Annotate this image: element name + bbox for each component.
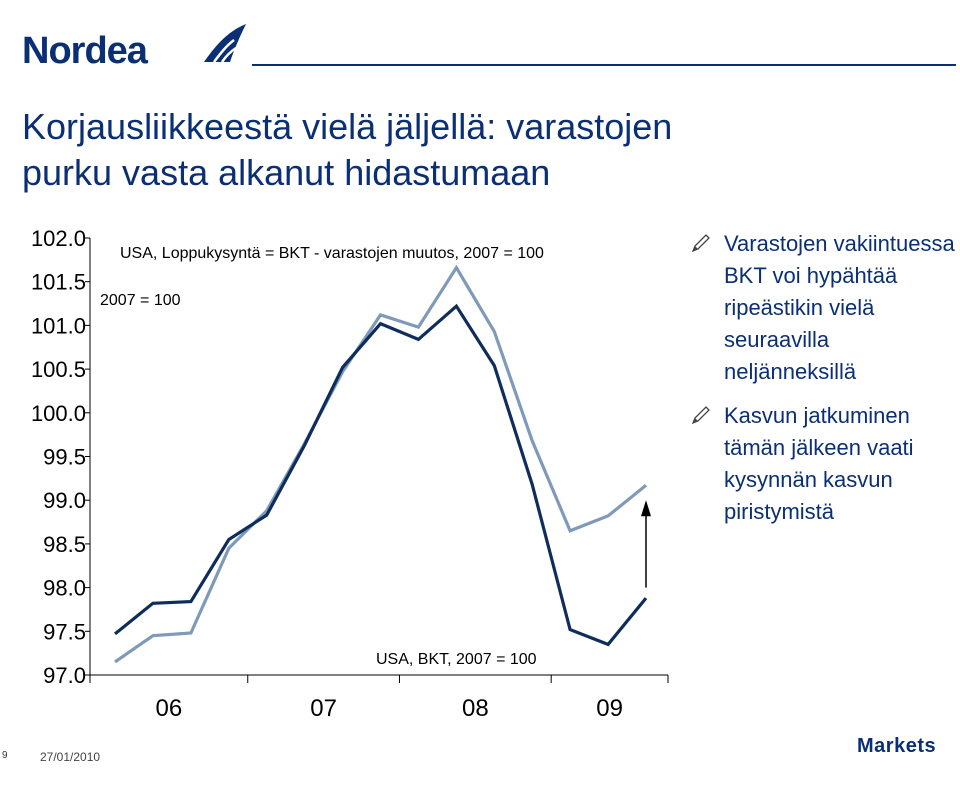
header-rule (252, 64, 956, 66)
bullet-text: Kasvun jatkuminen tämän jälkeen vaati ky… (724, 403, 914, 524)
x-tick-label: 07 (310, 695, 337, 722)
x-axis-ticks: 06 07 08 09 (89, 675, 669, 722)
x-tick-label: 08 (462, 695, 489, 722)
series-line-final-demand (114, 264, 648, 664)
y-tick-label: 102.0 (31, 226, 86, 251)
page-number: 9 (2, 750, 8, 761)
y-tick-label: 99.5 (43, 445, 86, 470)
nordea-logo: Nordea (22, 22, 246, 74)
arrow-head (641, 500, 651, 517)
y-axis-unit-label: 2007 = 100 (100, 292, 181, 309)
y-tick-label: 98.0 (43, 576, 86, 601)
y-axis-ticks: 102.0 101.5 101.0 100.5 100.0 99.5 99.0 98.5 98.… (31, 226, 90, 688)
series-label-final-demand: USA, Loppukysyntä = BKT - varastojen muu… (120, 245, 544, 262)
slide-title: Korjausliikkeestä vielä jäljellä: varast… (22, 104, 902, 196)
bullet-item: Kasvun jatkuminen tämän jälkeen vaati ky… (690, 400, 955, 528)
y-tick-label: 101.0 (31, 313, 86, 338)
pen-icon (691, 234, 710, 253)
x-tick-label: 06 (156, 695, 183, 722)
series-line-gdp (113, 303, 648, 647)
series-label-gdp: USA, BKT, 2007 = 100 (376, 651, 537, 668)
series-layer (113, 264, 648, 664)
x-tick-label: 09 (596, 695, 623, 722)
title-line-1: Korjausliikkeestä vielä jäljellä: varast… (22, 106, 673, 147)
sail-logo-icon (204, 24, 246, 63)
pen-icon (691, 406, 710, 425)
y-tick-label: 100.0 (31, 401, 86, 426)
annotation-layer (641, 500, 651, 588)
y-tick-label: 99.0 (43, 488, 86, 513)
y-tick-label: 100.5 (31, 357, 86, 382)
y-tick-label: 98.5 (43, 532, 86, 557)
y-tick-label: 101.5 (31, 270, 86, 295)
bullet-list: Varastojen vakiintuessa BKT voi hypähtää… (690, 228, 955, 540)
y-tick-label: 97.0 (43, 663, 86, 688)
title-line-2: purku vasta alkanut hidastumaan (22, 152, 551, 193)
y-tick-label: 97.5 (43, 619, 86, 644)
bullet-item: Varastojen vakiintuessa BKT voi hypähtää… (690, 228, 955, 388)
logo-wordmark: Nordea (22, 30, 148, 72)
bullet-text: Varastojen vakiintuessa BKT voi hypähtää… (724, 231, 955, 384)
markets-logo: Markets (857, 735, 937, 757)
footer-date: 27/01/2010 (40, 750, 101, 764)
